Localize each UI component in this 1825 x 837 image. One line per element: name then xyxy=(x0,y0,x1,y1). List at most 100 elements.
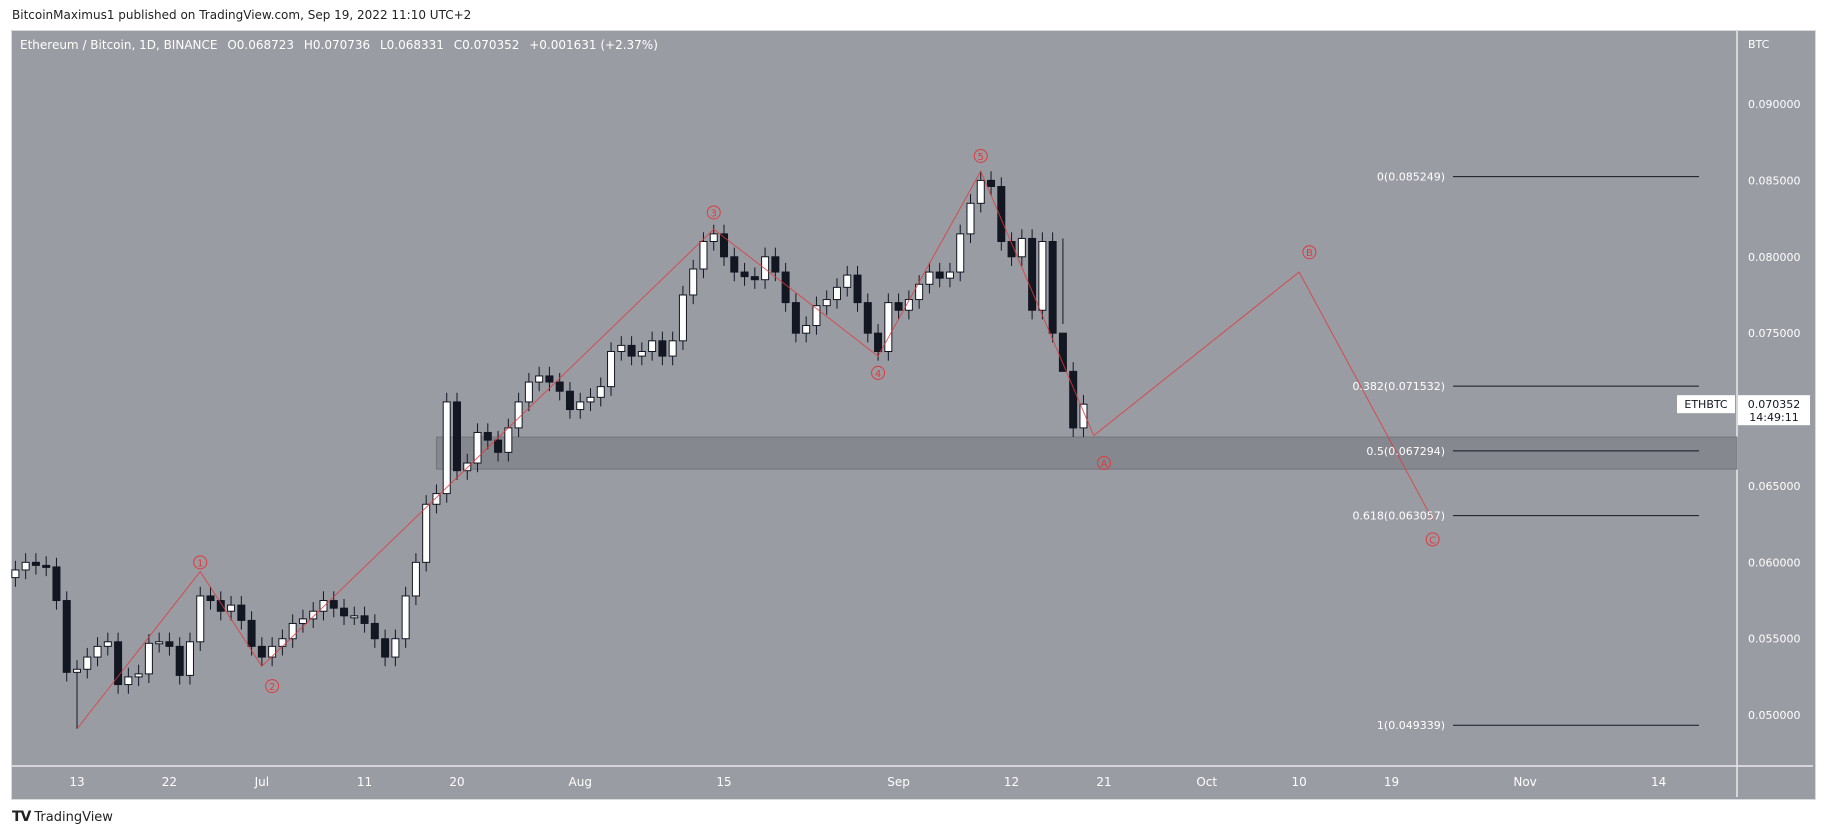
price-tick-label: 0.080000 xyxy=(1748,251,1801,264)
candle-up xyxy=(966,202,975,235)
wave-label-circle xyxy=(1302,245,1317,260)
candle-up xyxy=(155,641,164,645)
candle-down xyxy=(935,271,944,279)
fib-level-label: 0(0.085249) xyxy=(1377,171,1445,184)
candle-up xyxy=(504,427,513,453)
wave-label-circle xyxy=(265,679,280,694)
candle-down xyxy=(781,271,790,304)
candle-down xyxy=(257,645,266,658)
tradingview-logo[interactable]: TV TradingView xyxy=(12,809,113,825)
candle-up xyxy=(956,233,965,273)
price-tick-label: 0.050000 xyxy=(1748,709,1801,722)
candle-down xyxy=(1028,237,1037,311)
candle-down xyxy=(52,566,61,602)
support-zone xyxy=(435,436,1738,470)
candle-down xyxy=(750,276,759,281)
time-tick-label: 11 xyxy=(357,775,372,789)
brand-name: TradingView xyxy=(34,809,113,825)
candle-down xyxy=(216,600,225,612)
wave-label: B xyxy=(1306,248,1313,259)
tradingview-logo-icon: TV xyxy=(12,809,31,825)
candle-up xyxy=(227,604,236,612)
last-price-tag-bg xyxy=(1738,395,1810,426)
candle-up xyxy=(925,271,934,285)
candle-up xyxy=(915,283,924,301)
time-tick-label: Jul xyxy=(254,775,269,789)
high-value: H0.070736 xyxy=(303,38,371,52)
time-tick-label: 14 xyxy=(1651,775,1666,789)
candle-up xyxy=(83,656,92,670)
candle-up xyxy=(709,233,718,243)
wave-label: 5 xyxy=(978,152,984,163)
chart-frame[interactable] xyxy=(11,30,1816,800)
candle-down xyxy=(863,302,872,334)
symbol-name[interactable]: Ethereum / Bitcoin, 1D, BINANCE xyxy=(20,38,218,52)
wave-label-circle xyxy=(973,148,988,163)
candle-down xyxy=(740,271,749,278)
candle-up xyxy=(319,600,328,612)
candle-up xyxy=(1017,237,1026,258)
candle-down xyxy=(894,302,903,311)
wave-label: 2 xyxy=(269,682,275,693)
candle-up xyxy=(596,386,605,398)
symbol-tag-bg xyxy=(1677,395,1735,414)
candle-up xyxy=(945,271,954,279)
candle-up xyxy=(422,503,431,563)
time-tick-label: 10 xyxy=(1291,775,1306,789)
wave-label: 3 xyxy=(711,208,717,219)
time-tick-label: 21 xyxy=(1096,775,1111,789)
candle-up xyxy=(309,610,318,620)
price-tick-label: 0.090000 xyxy=(1748,98,1801,111)
candle-down xyxy=(494,439,503,453)
candle-up xyxy=(442,401,451,495)
time-tick-label: 15 xyxy=(716,775,731,789)
candle-up xyxy=(812,305,821,327)
time-tick-label: 22 xyxy=(162,775,177,789)
candle-up xyxy=(976,179,985,204)
candle-up xyxy=(617,344,626,353)
candle-down xyxy=(771,256,780,273)
candle-up xyxy=(103,641,112,647)
candle-up xyxy=(432,493,441,505)
candle-up xyxy=(185,641,194,676)
candle-up xyxy=(832,286,841,301)
symbol-legend: Ethereum / Bitcoin, 1D, BINANCE O0.06872… xyxy=(20,38,664,52)
candle-down xyxy=(658,340,667,357)
candle-down xyxy=(370,622,379,640)
candle-up xyxy=(21,561,30,571)
price-tick-label: 0.055000 xyxy=(1748,633,1801,646)
last-price-label: 0.070352 xyxy=(1748,398,1801,411)
candle-down xyxy=(206,595,215,602)
candle-up xyxy=(196,595,205,643)
wave-label-circle xyxy=(1097,456,1111,471)
candle-up xyxy=(350,615,359,619)
candle-down xyxy=(720,233,729,258)
publisher-caption: BitcoinMaximus1 published on TradingView… xyxy=(12,8,472,22)
candle-down xyxy=(483,431,492,441)
candle-up xyxy=(268,645,277,658)
candle-up xyxy=(134,673,143,678)
candle-down xyxy=(565,390,574,411)
wave-label-circle xyxy=(193,555,208,570)
candle-down xyxy=(853,274,862,304)
symbol-tag: ETHBTC xyxy=(1684,398,1728,411)
wave-label: A xyxy=(1101,459,1108,470)
candle-up xyxy=(586,396,595,403)
candle-up xyxy=(524,381,533,403)
candle-up xyxy=(576,401,585,411)
candle-up xyxy=(535,375,544,383)
time-tick-label: 13 xyxy=(69,775,84,789)
candle-down xyxy=(237,604,246,621)
candle-up xyxy=(391,638,400,658)
candle-down xyxy=(730,256,739,273)
price-axis-unit: BTC xyxy=(1748,38,1770,51)
candle-up xyxy=(298,618,307,624)
candle-up xyxy=(411,561,420,597)
candle-down xyxy=(360,615,369,624)
candle-up xyxy=(678,294,687,342)
price-tick-label: 0.075000 xyxy=(1748,327,1801,340)
low-value: L0.068331 xyxy=(379,38,444,52)
wave-label-circle xyxy=(706,205,721,220)
candle-down xyxy=(791,302,800,334)
